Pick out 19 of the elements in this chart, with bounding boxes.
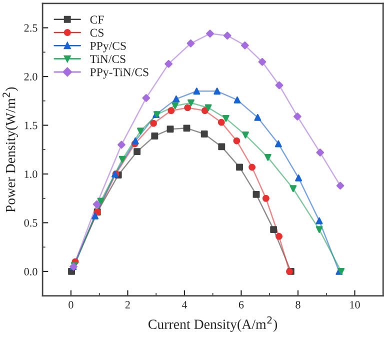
y-tick-label: 1.0 bbox=[24, 170, 38, 178]
y-tick-label: 2.5 bbox=[24, 24, 38, 32]
y-tick-label: 0.5 bbox=[24, 219, 38, 227]
y-tick-label: 2.0 bbox=[24, 72, 38, 81]
y-tick-label: 1.5 bbox=[24, 122, 38, 130]
x-tick-label: 4 bbox=[182, 301, 188, 308]
legend-label: CS bbox=[90, 28, 104, 37]
legend-label: PPy-TiN/CS bbox=[90, 68, 148, 79]
legend-label: TiN/CS bbox=[90, 55, 126, 64]
x-tick-label: 2 bbox=[125, 301, 130, 308]
x-axis-title: Current Density(A/m$^{2}$) bbox=[148, 316, 278, 332]
y-tick-label: 0.0 bbox=[24, 268, 38, 276]
x-tick-label: 10 bbox=[350, 301, 360, 309]
x-tick-label: 8 bbox=[296, 301, 300, 309]
legend-label: CF bbox=[90, 16, 104, 24]
legend-label: PPy/CS bbox=[90, 42, 126, 52]
x-tick-label: 6 bbox=[238, 301, 244, 309]
y-axis-title: Power Density(W/m$^{2}$) bbox=[2, 87, 18, 212]
x-tick-label: 0 bbox=[68, 301, 74, 309]
